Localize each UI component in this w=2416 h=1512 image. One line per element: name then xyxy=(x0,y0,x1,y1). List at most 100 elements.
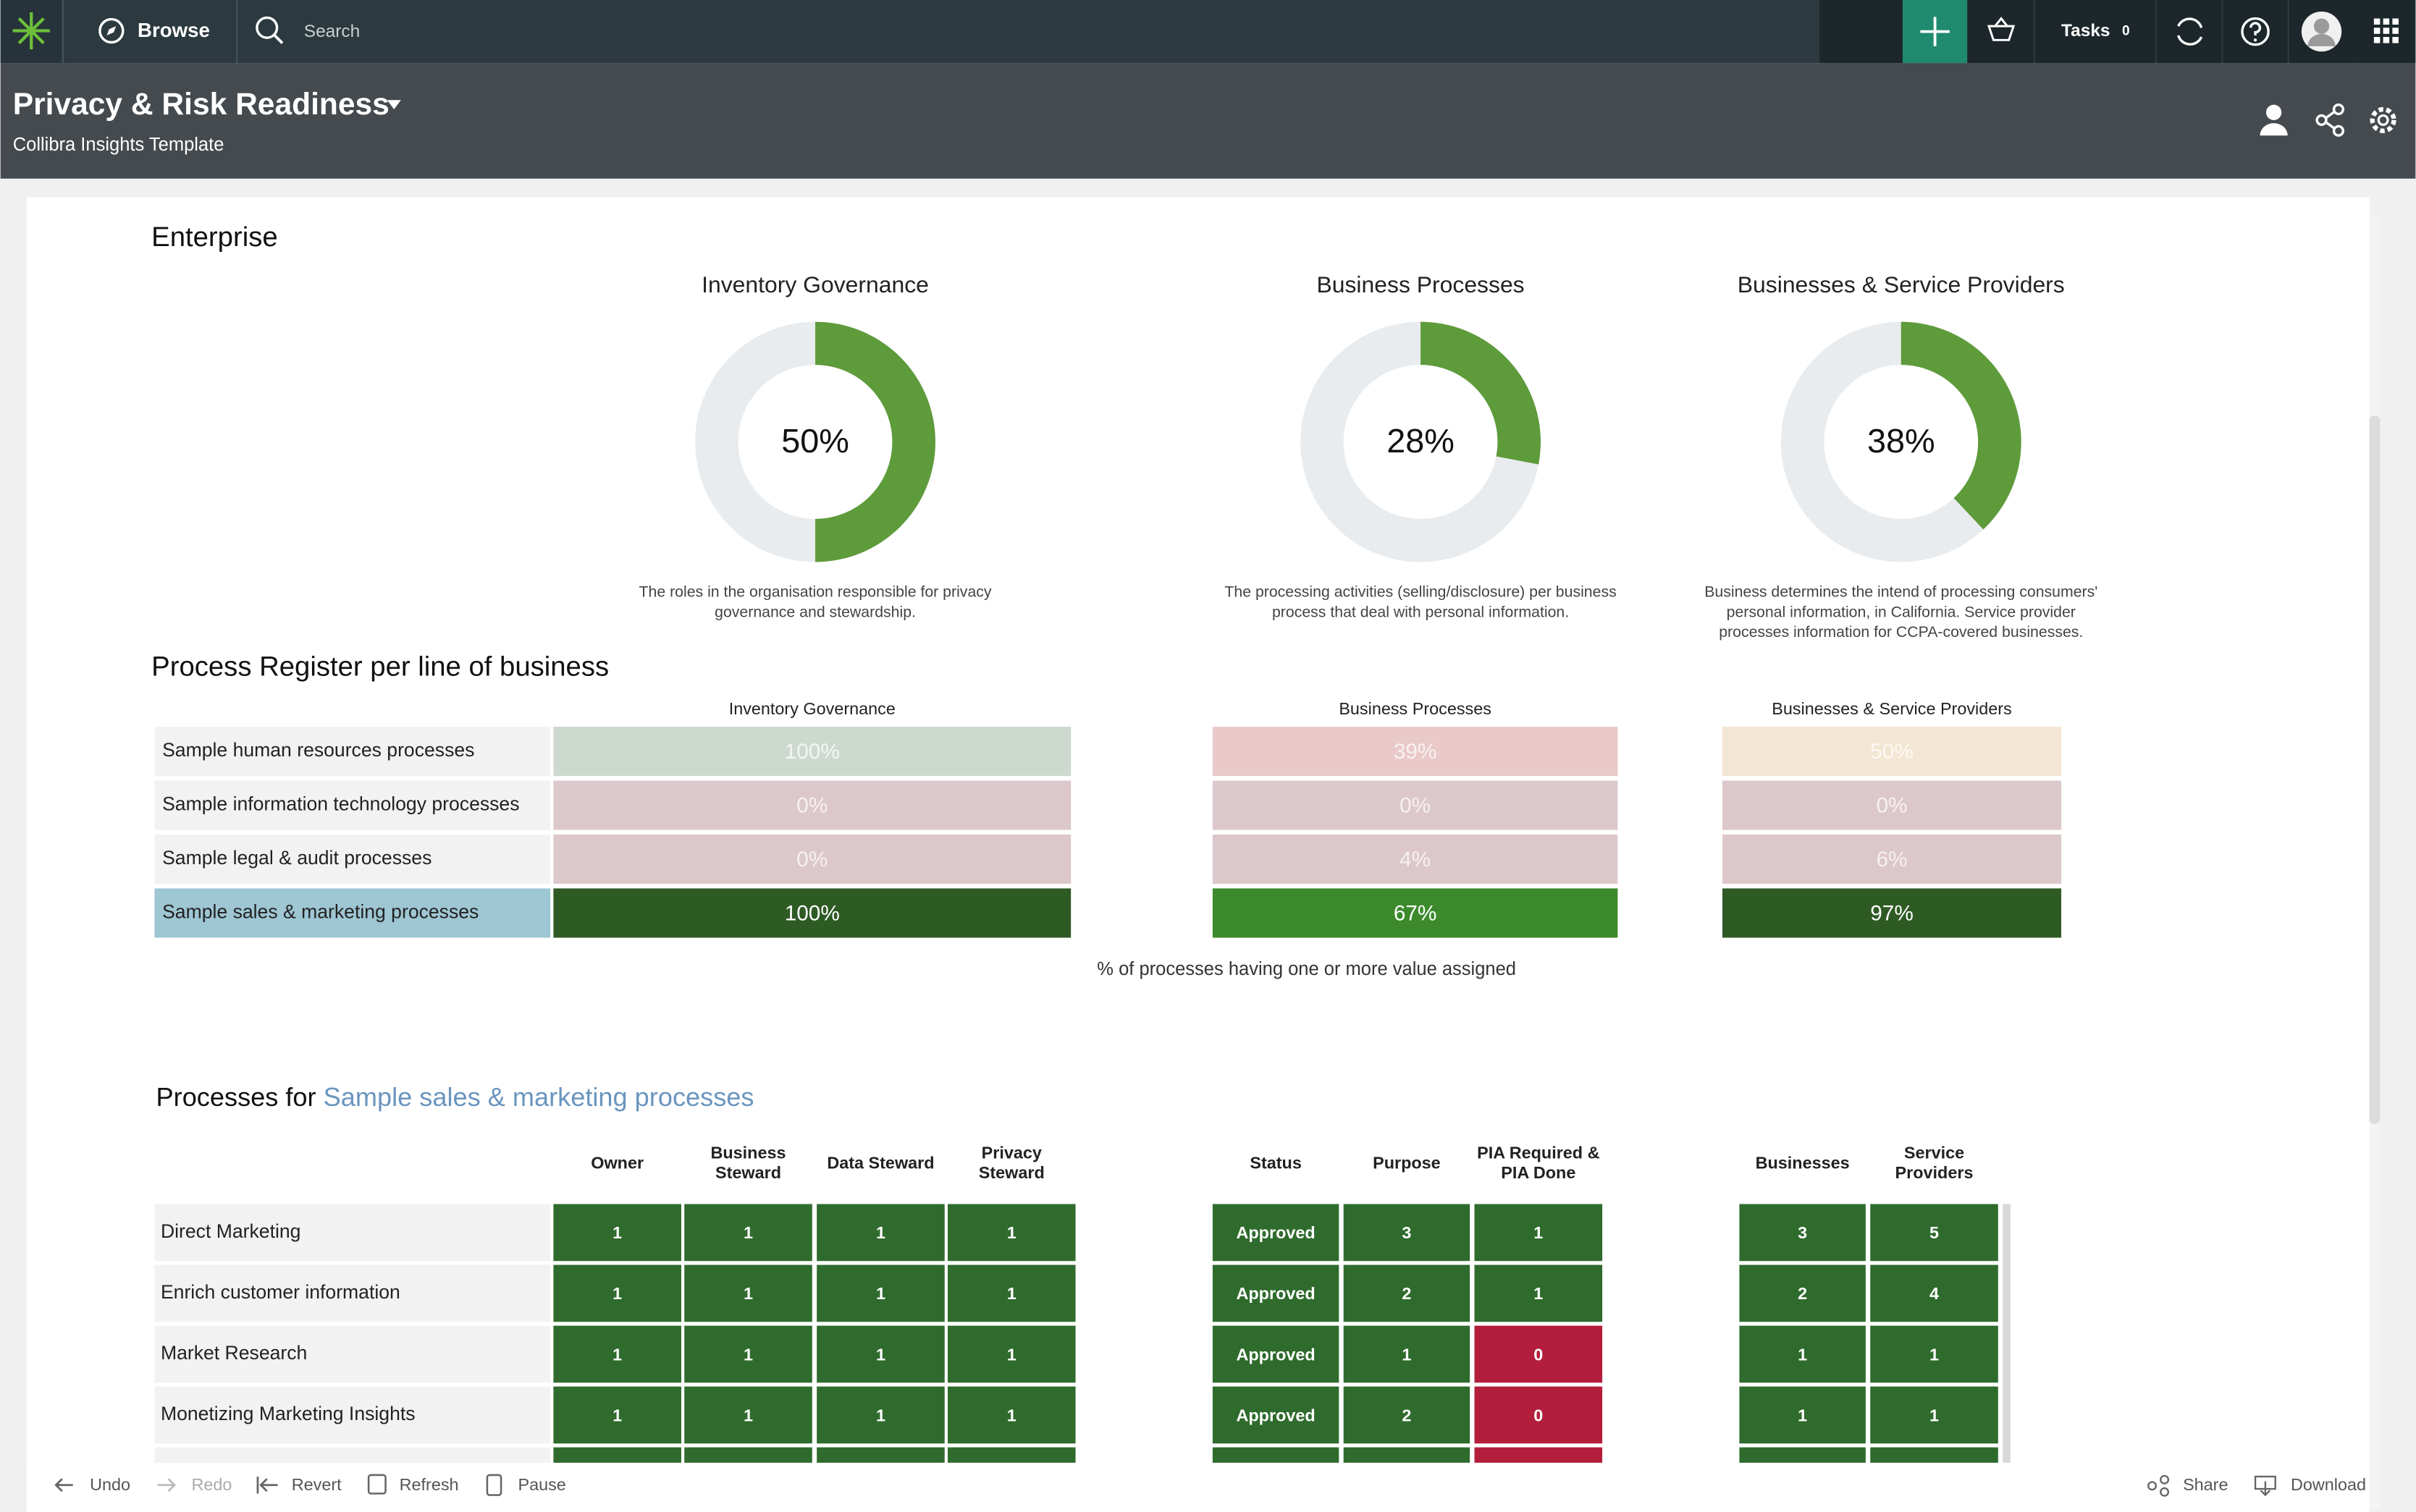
register-value[interactable]: 0% xyxy=(796,848,828,871)
register-value[interactable]: 4% xyxy=(1399,848,1431,871)
process-value[interactable]: 1 xyxy=(613,1223,622,1242)
undo-button[interactable]: Undo xyxy=(90,1475,130,1494)
register-cell[interactable] xyxy=(1722,834,2062,884)
register-cell[interactable] xyxy=(1212,888,1618,938)
process-cell[interactable] xyxy=(1343,1264,1470,1322)
process-cell[interactable] xyxy=(553,1204,681,1262)
title-link[interactable]: Sample sales & marketing processes xyxy=(324,1081,754,1111)
process-cell[interactable] xyxy=(817,1386,945,1444)
process-cell[interactable] xyxy=(1212,1386,1339,1444)
register-value[interactable]: 39% xyxy=(1394,740,1437,764)
table-scrollbar[interactable] xyxy=(2003,1204,2011,1463)
row-name-cell[interactable] xyxy=(154,780,551,830)
title-dropdown[interactable] xyxy=(387,100,401,110)
process-cell[interactable] xyxy=(817,1204,945,1262)
process-value[interactable]: 1 xyxy=(876,1345,885,1364)
process-cell[interactable] xyxy=(553,1386,681,1444)
row-name-cell[interactable] xyxy=(154,1204,551,1262)
process-value[interactable]: 1 xyxy=(744,1345,753,1364)
process-value[interactable]: 2 xyxy=(1402,1284,1411,1303)
process-value[interactable]: 0 xyxy=(1533,1406,1543,1424)
search-box[interactable] xyxy=(237,0,1818,64)
process-cell[interactable] xyxy=(553,1325,681,1383)
process-value[interactable]: 3 xyxy=(1402,1223,1411,1242)
process-cell[interactable] xyxy=(684,1264,812,1322)
row-name[interactable]: Market Research xyxy=(161,1342,307,1364)
process-value[interactable]: 5 xyxy=(1929,1223,1939,1242)
process-cell[interactable] xyxy=(684,1325,812,1383)
scrollbar-thumb[interactable] xyxy=(2369,415,2381,1124)
register-value[interactable]: 100% xyxy=(785,740,840,764)
process-cell[interactable] xyxy=(1870,1325,1998,1383)
register-value[interactable]: 50% xyxy=(1870,740,1914,764)
refresh-button[interactable]: Refresh xyxy=(400,1475,459,1494)
process-value[interactable]: 1 xyxy=(1007,1345,1017,1364)
process-value[interactable]: 1 xyxy=(613,1284,622,1303)
process-cell[interactable] xyxy=(1474,1386,1603,1444)
process-value[interactable]: 1 xyxy=(613,1345,622,1364)
process-value[interactable]: 1 xyxy=(876,1284,885,1303)
register-cell[interactable] xyxy=(553,780,1072,830)
tasks-button[interactable] xyxy=(2034,0,2155,64)
process-cell[interactable] xyxy=(553,1264,681,1322)
process-cell[interactable] xyxy=(817,1264,945,1322)
process-cell[interactable] xyxy=(1343,1204,1470,1262)
row-name[interactable]: Sample information technology processes xyxy=(162,793,519,815)
process-cell[interactable] xyxy=(947,1204,1076,1262)
process-cell[interactable] xyxy=(1739,1264,1866,1322)
process-value[interactable]: 1 xyxy=(744,1223,753,1242)
process-value[interactable]: 1 xyxy=(744,1284,753,1303)
process-cell[interactable] xyxy=(684,1386,812,1444)
process-cell[interactable] xyxy=(817,1325,945,1383)
basket-button[interactable] xyxy=(1967,0,2034,64)
process-cell[interactable] xyxy=(1474,1325,1603,1383)
row-name[interactable]: Direct Marketing xyxy=(161,1220,300,1242)
process-value[interactable]: 1 xyxy=(1007,1223,1017,1242)
revert-button[interactable]: Revert xyxy=(292,1475,342,1494)
process-cell[interactable] xyxy=(1739,1386,1866,1444)
row-name[interactable]: Sample human resources processes xyxy=(162,739,474,761)
register-cell[interactable] xyxy=(1212,727,1618,777)
download-button[interactable]: Download xyxy=(2291,1475,2366,1494)
register-value[interactable]: 0% xyxy=(1399,794,1431,818)
process-value[interactable]: 1 xyxy=(1533,1223,1543,1242)
user-icon[interactable] xyxy=(2265,104,2282,120)
process-value[interactable]: 1 xyxy=(876,1406,885,1424)
process-cell[interactable] xyxy=(947,1325,1076,1383)
process-cell[interactable] xyxy=(947,1264,1076,1322)
process-value[interactable]: 1 xyxy=(1402,1345,1411,1364)
process-value[interactable]: Approved xyxy=(1237,1284,1316,1303)
settings-icon[interactable] xyxy=(2370,106,2396,134)
process-value[interactable]: Approved xyxy=(1237,1223,1316,1242)
process-value[interactable]: 1 xyxy=(1007,1284,1017,1303)
process-cell[interactable] xyxy=(1212,1204,1339,1262)
process-cell[interactable] xyxy=(1474,1264,1603,1322)
process-value[interactable]: Approved xyxy=(1237,1406,1316,1424)
register-value[interactable]: 6% xyxy=(1877,848,1908,871)
register-value[interactable]: 0% xyxy=(796,794,828,818)
process-cell[interactable] xyxy=(1739,1325,1866,1383)
process-cell[interactable] xyxy=(1474,1204,1603,1262)
row-name-cell[interactable] xyxy=(154,727,551,777)
process-cell[interactable] xyxy=(1343,1325,1470,1383)
process-cell[interactable] xyxy=(1212,1264,1339,1322)
process-value[interactable]: 2 xyxy=(1798,1284,1807,1303)
row-name[interactable]: Sample legal & audit processes xyxy=(162,847,432,869)
register-value[interactable]: 97% xyxy=(1870,901,1914,925)
share-icon[interactable] xyxy=(2315,103,2345,137)
process-cell[interactable] xyxy=(1212,1325,1339,1383)
process-value[interactable]: 1 xyxy=(1007,1406,1017,1424)
process-value[interactable]: 2 xyxy=(1402,1406,1411,1424)
process-value[interactable]: 1 xyxy=(613,1406,622,1424)
row-name[interactable]: Enrich customer information xyxy=(161,1281,400,1303)
register-cell[interactable] xyxy=(553,727,1072,777)
register-cell[interactable] xyxy=(1212,834,1618,884)
register-cell[interactable] xyxy=(1722,727,2062,777)
process-value[interactable]: 4 xyxy=(1929,1284,1939,1303)
sync-button[interactable] xyxy=(2156,0,2222,64)
process-value[interactable]: 1 xyxy=(1929,1345,1939,1364)
row-name[interactable]: Monetizing Marketing Insights xyxy=(161,1403,416,1424)
register-cell[interactable] xyxy=(553,888,1072,938)
register-cell[interactable] xyxy=(1212,780,1618,830)
process-cell[interactable] xyxy=(1739,1204,1866,1262)
